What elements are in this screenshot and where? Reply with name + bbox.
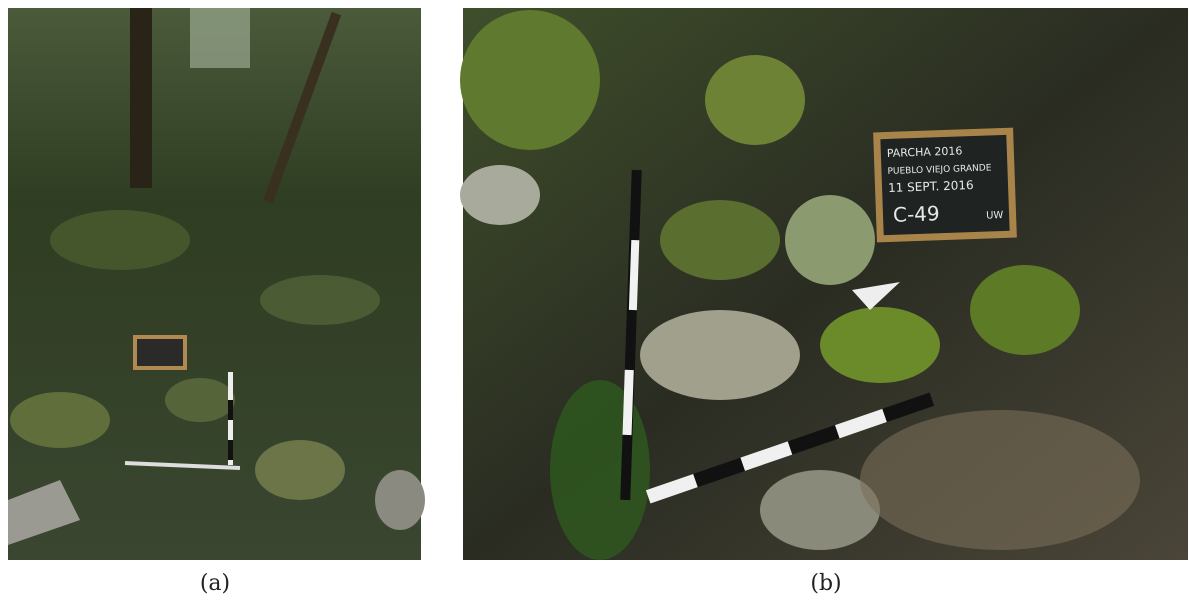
chalkboard: PARCHA 2016 PUEBLO VIEJO GRANDE 11 SEPT.… — [873, 128, 1017, 243]
caption: (b) — [810, 571, 841, 596]
board-line: PARCHA 2016 — [887, 144, 963, 160]
board-line: UW — [986, 210, 1004, 222]
photo-b: PARCHA 2016 PUEBLO VIEJO GRANDE 11 SEPT.… — [460, 8, 1188, 560]
board-line: 11 SEPT. 2016 — [888, 178, 974, 195]
figure: PARCHA 2016 PUEBLO VIEJO GRANDE 11 SEPT.… — [0, 0, 1189, 600]
photo-a — [8, 8, 425, 560]
board-line: C-49 — [893, 201, 940, 227]
caption: (a) — [200, 571, 230, 596]
